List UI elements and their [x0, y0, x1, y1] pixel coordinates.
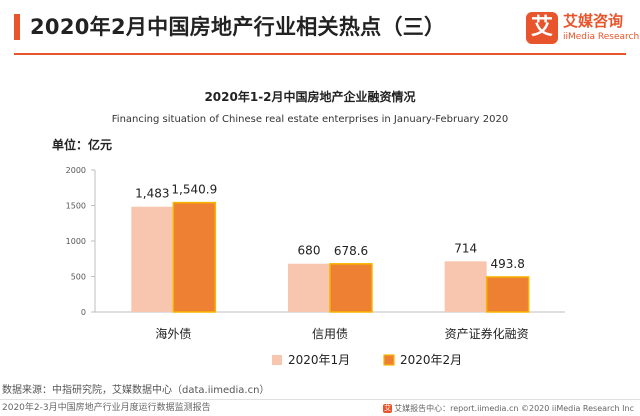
brand-name-en: iiMedia Research [563, 32, 640, 42]
x-category-label: 信用债 [312, 327, 348, 341]
y-tick-label: 1500 [66, 202, 86, 211]
footer-divider [0, 399, 640, 400]
chart-title: 2020年1-2月中国房地产企业融资情况 [204, 90, 416, 104]
bar-jan [444, 261, 487, 312]
brand-name-cn: 艾媒咨询 [563, 12, 624, 30]
footer-copyright: 艾艾媒报告中心：report.iimedia.cn ©2020 iiMedia … [383, 403, 634, 414]
y-tick-label: 0 [81, 308, 86, 317]
bar-jan [288, 263, 330, 312]
page-title: 2020年2月中国房地产行业相关热点（三） [30, 15, 446, 39]
x-category-label: 资产证券化融资 [445, 326, 529, 341]
footer-copyright-text: 艾媒报告中心：report.iimedia.cn ©2020 iiMedia R… [394, 404, 634, 413]
header-accent-bar [14, 14, 20, 40]
bar-value-label: 1,483 [135, 187, 169, 201]
x-category-label: 海外债 [155, 326, 191, 341]
chart-unit-label: 单位：亿元 [52, 138, 113, 152]
legend-label: 2020年1月 [288, 353, 350, 367]
legend-swatch-jan [272, 355, 282, 365]
bar-value-label: 714 [454, 241, 477, 255]
bar-value-label: 493.8 [490, 257, 524, 271]
legend-swatch-feb [383, 354, 395, 366]
brand-logo-icon: 艾 [526, 12, 558, 44]
bar-jan [131, 206, 174, 312]
chart-subtitle: Financing situation of Chinese real esta… [111, 114, 509, 125]
bar-value-label: 678.6 [334, 244, 368, 258]
bar-value-label: 1,540.9 [171, 183, 217, 197]
legend-label: 2020年2月 [400, 353, 462, 367]
footer-report-name: 2020年2-3月中国房地产行业月度运行数据监测报告 [2, 403, 211, 413]
header-divider [14, 53, 626, 55]
brand-logo: 艾 艾媒咨询 iiMedia Research [526, 12, 639, 48]
bar-feb [329, 263, 373, 313]
bar-value-label: 680 [298, 244, 321, 258]
y-tick-label: 1000 [66, 237, 86, 246]
data-source-note: 数据来源：中指研究院，艾媒数据中心（data.iimedia.cn） [2, 385, 270, 396]
bar-feb [172, 201, 217, 313]
y-tick-label: 2000 [66, 166, 86, 175]
bar-feb [485, 276, 530, 313]
y-tick-label: 500 [71, 273, 86, 282]
footer-brand-icon: 艾 [383, 404, 393, 413]
